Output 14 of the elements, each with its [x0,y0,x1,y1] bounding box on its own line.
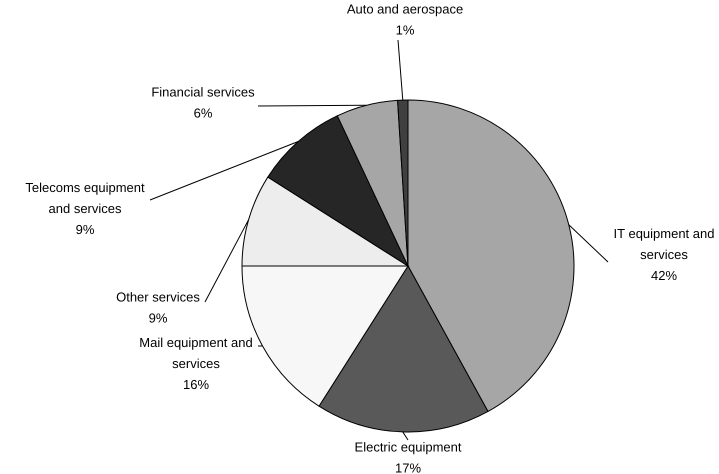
slice-label: Financial services [151,84,256,100]
slice-label: Other services [116,290,200,304]
data-label: 6% [194,106,213,120]
slice-label: Telecoms equipment and services [25,180,145,216]
slice-label: Auto and aerospace [346,2,464,16]
slice-label: IT equipment and services [614,226,714,262]
data-label: 9% [76,222,95,237]
data-label: 42% [650,268,678,283]
slice-label: Mail equipment and services [139,335,253,371]
data-label: 9% [148,310,168,326]
data-label: 17% [394,460,422,474]
data-label: 1% [396,22,415,38]
slice-label: Electric equipment [354,440,462,454]
data-label: 16% [182,377,210,392]
